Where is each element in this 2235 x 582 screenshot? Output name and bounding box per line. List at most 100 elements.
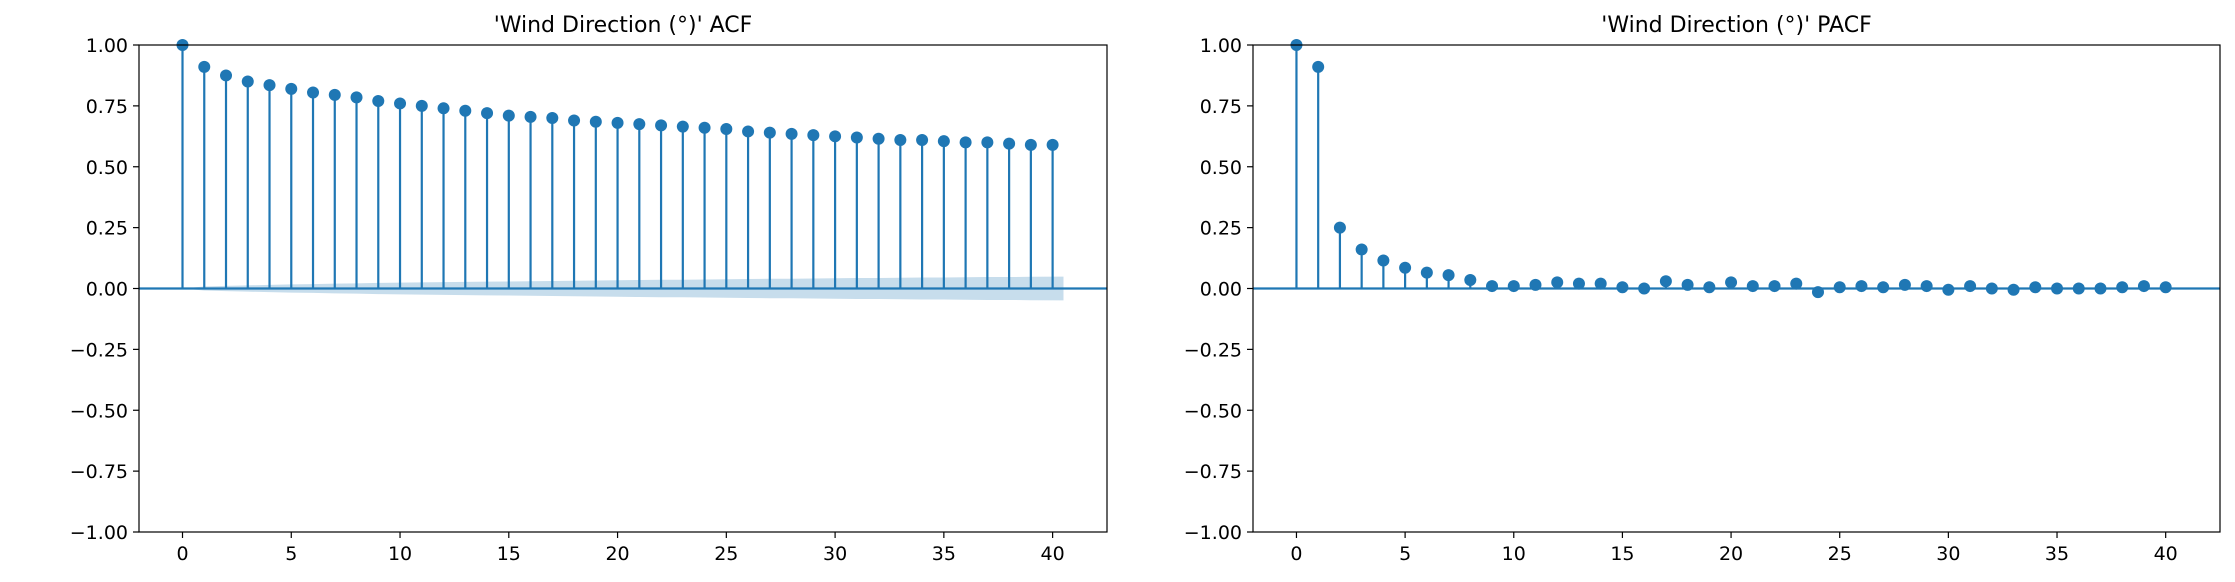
acf-marker-lag-25 <box>720 123 733 136</box>
acf-ytick-label-6: 0.50 <box>86 157 128 179</box>
acf-marker-lag-32 <box>872 132 885 145</box>
pacf-marker-lag-1 <box>1312 60 1325 73</box>
pacf-title: 'Wind Direction (°)' PACF <box>1601 13 1871 38</box>
pacf-marker-lag-5 <box>1399 261 1412 274</box>
pacf-axes: 0 5 10 15 20 25 30 35 40 −1.00 −0.75 −0.50 −0.25 0.00… <box>1184 35 2221 565</box>
pacf-marker-lag-25 <box>1833 281 1846 294</box>
pacf-marker-lag-23 <box>1790 277 1803 290</box>
pacf-panel: 'Wind Direction (°)' PACF 0 5 10 15 20 25 30 35… <box>1184 13 2221 565</box>
pacf-marker-lag-22 <box>1768 280 1781 293</box>
acf-marker-lag-38 <box>1003 137 1016 150</box>
pacf-xtick-label-10: 10 <box>1502 543 1526 565</box>
acf-ytick-label-3: −0.25 <box>70 339 128 361</box>
pacf-marker-lag-7 <box>1442 269 1455 282</box>
acf-stems <box>139 39 1107 290</box>
pacf-marker-lag-11 <box>1529 278 1542 291</box>
acf-marker-lag-14 <box>481 107 494 120</box>
pacf-marker-lag-33 <box>2007 283 2020 296</box>
pacf-ytick-label-0: −1.00 <box>1184 522 1242 544</box>
pacf-marker-lag-6 <box>1420 266 1433 279</box>
pacf-marker-lag-8 <box>1464 273 1477 286</box>
pacf-marker-lag-39 <box>2137 280 2150 293</box>
acf-marker-lag-28 <box>785 127 798 140</box>
acf-marker-lag-2 <box>220 69 233 82</box>
acf-ytick-label-0: −1.00 <box>70 522 128 544</box>
acf-xtick-label-0: 0 <box>176 543 188 565</box>
acf-marker-lag-24 <box>698 121 711 134</box>
acf-marker-lag-21 <box>633 118 646 131</box>
acf-ytick-label-8: 1.00 <box>86 35 128 57</box>
pacf-marker-lag-3 <box>1355 243 1368 256</box>
pacf-xtick-label-30: 30 <box>1936 543 1960 565</box>
acf-marker-lag-6 <box>307 86 320 99</box>
acf-marker-lag-15 <box>502 109 515 122</box>
acf-xtick-label-5: 5 <box>285 543 297 565</box>
acf-marker-lag-31 <box>850 131 863 144</box>
acf-marker-lag-18 <box>568 114 581 127</box>
pacf-marker-lag-16 <box>1638 282 1651 295</box>
pacf-xtick-label-20: 20 <box>1719 543 1743 565</box>
acf-marker-lag-8 <box>350 91 363 104</box>
pacf-marker-lag-14 <box>1594 277 1607 290</box>
pacf-ytick-label-4: 0.00 <box>1200 279 1242 301</box>
pacf-ytick-label-8: 1.00 <box>1200 35 1242 57</box>
pacf-marker-lag-34 <box>2029 281 2042 294</box>
acf-marker-lag-22 <box>655 119 668 132</box>
pacf-xtick-label-25: 25 <box>1828 543 1852 565</box>
pacf-marker-lag-19 <box>1703 281 1716 294</box>
pacf-marker-lag-36 <box>2072 282 2085 295</box>
acf-ytick-label-2: −0.50 <box>70 400 128 422</box>
pacf-ytick-label-3: −0.25 <box>1184 339 1242 361</box>
acf-marker-lag-4 <box>263 79 276 92</box>
pacf-marker-lag-20 <box>1725 276 1738 289</box>
acf-marker-lag-3 <box>241 75 254 88</box>
pacf-marker-lag-31 <box>1964 280 1977 293</box>
pacf-xtick-label-35: 35 <box>2045 543 2069 565</box>
acf-ytick-label-7: 0.75 <box>86 96 128 118</box>
acf-marker-lag-29 <box>807 129 820 142</box>
pacf-marker-lag-32 <box>1985 282 1998 295</box>
acf-marker-lag-17 <box>546 112 559 125</box>
acf-ytick-label-4: 0.00 <box>86 279 128 301</box>
pacf-marker-lag-21 <box>1746 280 1759 293</box>
pacf-marker-lag-29 <box>1920 280 1933 293</box>
acf-xtick-label-40: 40 <box>1041 543 1065 565</box>
acf-xtick-label-35: 35 <box>932 543 956 565</box>
acf-ytick-label-5: 0.25 <box>86 218 128 240</box>
acf-marker-lag-35 <box>937 135 950 148</box>
acf-xtick-label-10: 10 <box>388 543 412 565</box>
acf-marker-lag-26 <box>742 125 755 138</box>
pacf-marker-lag-26 <box>1855 280 1868 293</box>
acf-marker-lag-30 <box>829 130 842 143</box>
pacf-marker-lag-30 <box>1942 283 1955 296</box>
pacf-marker-lag-40 <box>2159 281 2172 294</box>
pacf-marker-lag-2 <box>1333 221 1346 234</box>
pacf-marker-lag-9 <box>1486 280 1499 293</box>
acf-marker-lag-20 <box>611 116 624 129</box>
pacf-ytick-label-7: 0.75 <box>1200 96 1242 118</box>
pacf-xtick-label-40: 40 <box>2154 543 2178 565</box>
acf-marker-lag-11 <box>415 99 428 112</box>
pacf-ytick-label-2: −0.50 <box>1184 400 1242 422</box>
acf-xtick-label-15: 15 <box>497 543 521 565</box>
acf-marker-lag-23 <box>676 120 689 133</box>
acf-marker-lag-1 <box>198 60 211 73</box>
pacf-marker-lag-38 <box>2116 281 2129 294</box>
acf-marker-lag-33 <box>894 133 907 146</box>
acf-marker-lag-40 <box>1046 138 1059 151</box>
pacf-xtick-label-0: 0 <box>1290 543 1302 565</box>
acf-axes: 0 5 10 15 20 25 30 35 40 −1.00 −0.75 −0.50 −0.25 0.00… <box>70 35 1108 565</box>
acf-marker-lag-12 <box>437 102 450 115</box>
acf-marker-lag-7 <box>328 88 341 101</box>
pacf-ytick-label-5: 0.25 <box>1200 218 1242 240</box>
pacf-marker-lag-37 <box>2094 282 2107 295</box>
acf-marker-lag-9 <box>372 95 385 108</box>
pacf-marker-lag-15 <box>1616 281 1629 294</box>
acf-marker-lag-5 <box>285 82 298 95</box>
pacf-marker-lag-28 <box>1898 278 1911 291</box>
acf-marker-lag-36 <box>959 136 972 149</box>
acf-marker-lag-13 <box>459 104 472 117</box>
acf-marker-lag-19 <box>589 115 602 128</box>
acf-marker-lag-34 <box>916 133 929 146</box>
